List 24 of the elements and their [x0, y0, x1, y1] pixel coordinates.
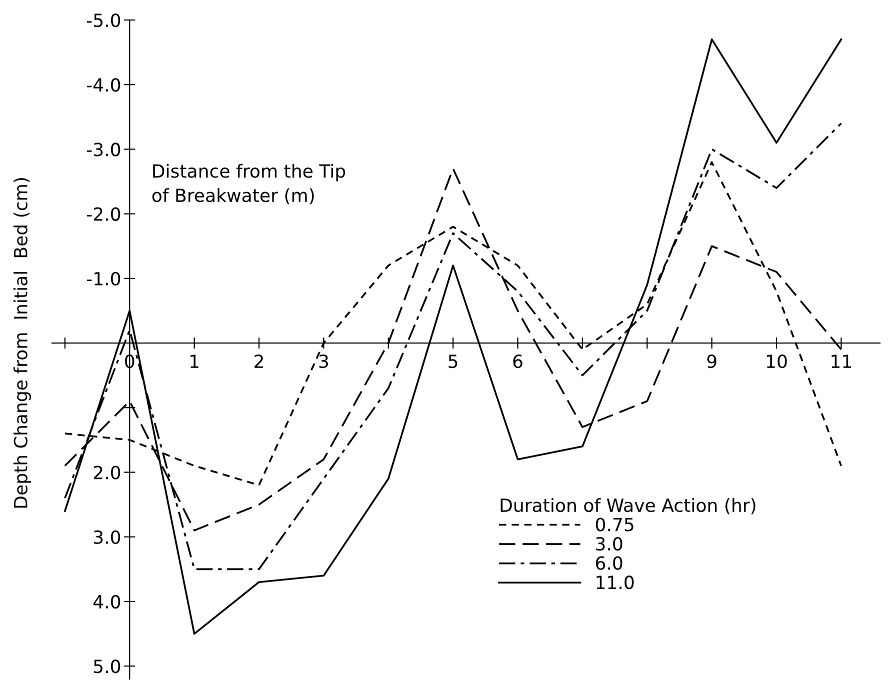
y-tick-label: 5.0 — [94, 660, 120, 674]
y-tick-label: -5.0 — [86, 13, 120, 28]
y-tick-label: 3.0 — [94, 530, 120, 544]
y-tick-label: -1.0 — [86, 272, 120, 286]
x-tick-label: 5 — [448, 354, 458, 368]
y-axis-title: Depth Change from Initial Bed (cm) — [13, 178, 31, 508]
y-tick-label: -3.0 — [86, 142, 120, 156]
x-tick-label: 9 — [707, 354, 716, 368]
x-tick-label: 1 — [190, 354, 198, 368]
x-tick-label: 3 — [319, 354, 328, 368]
x-tick-label: 11 — [832, 354, 852, 368]
y-tick-label: -4.0 — [86, 78, 120, 92]
y-tick-label: -2.0 — [86, 207, 120, 221]
legend-label: 0.75 — [596, 518, 634, 532]
x-tick-label: 6 — [513, 354, 522, 368]
y-tick-label: 2.0 — [94, 466, 120, 480]
y-tick-label: 4.0 — [93, 594, 120, 609]
legend-label: 3.0 — [596, 536, 622, 551]
legend-label: 11.0 — [596, 576, 634, 590]
x-tick-label: 10 — [766, 354, 787, 368]
x-tick-label: 2 — [254, 354, 263, 368]
legend-title: Duration of Wave Action (hr) — [500, 498, 756, 514]
legend-label: 6.0 — [596, 556, 622, 570]
x-axis-title: Distance from the Tip of Breakwater (m) — [152, 164, 346, 204]
